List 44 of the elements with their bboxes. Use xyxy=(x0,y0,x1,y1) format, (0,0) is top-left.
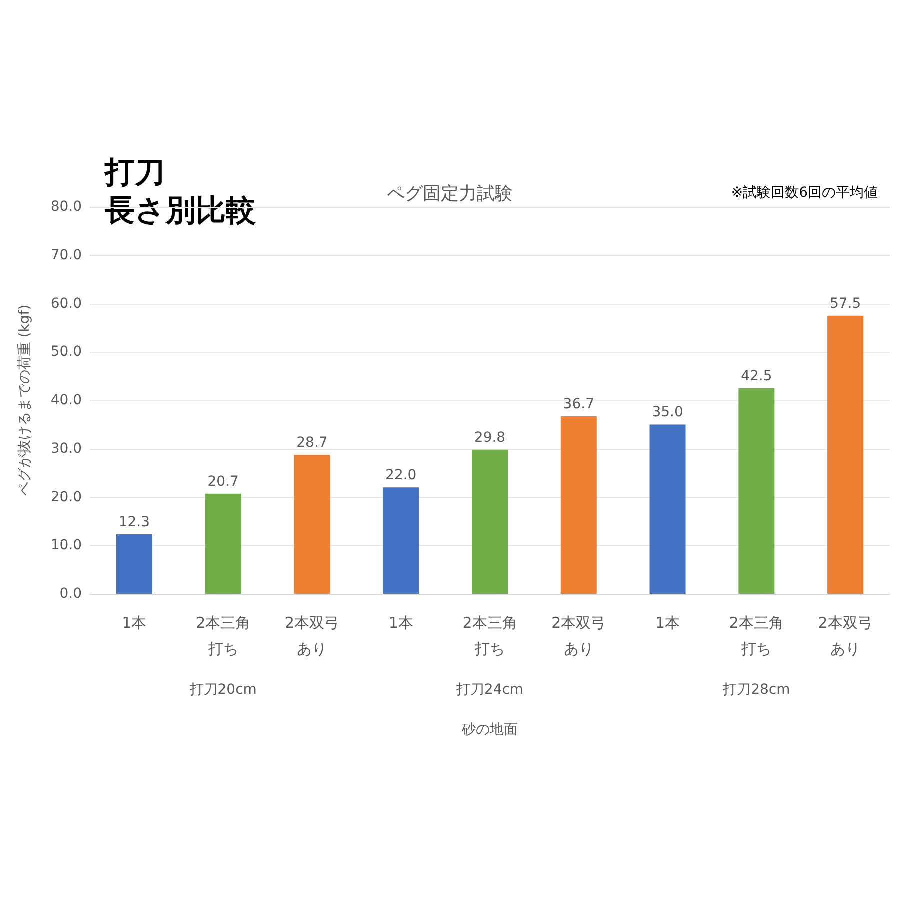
x-tick-label: 1本 xyxy=(656,614,680,632)
x-tick-label: 2本三角打ち xyxy=(462,614,518,658)
x-tick-label: 2本三角打ち xyxy=(196,614,251,658)
x-tick-label: 1本 xyxy=(122,614,147,632)
text: 打刀28cm xyxy=(722,682,790,698)
data-label: 42.5 xyxy=(741,368,772,384)
y-tick-label: 60.0 xyxy=(50,296,82,312)
y-tick-label: 50.0 xyxy=(50,344,82,360)
data-label: 35.0 xyxy=(652,404,684,421)
data-label: 20.7 xyxy=(208,474,239,490)
bar xyxy=(828,316,864,594)
text: ※試験回数6回の平均値 xyxy=(731,185,878,201)
x-tick-label: 2本双弓あり xyxy=(284,614,340,658)
bar xyxy=(116,534,152,594)
y-tick-label: 30.0 xyxy=(50,440,82,457)
y-tick-label: 70.0 xyxy=(50,247,82,264)
x-tick-label: 1本 xyxy=(388,614,414,632)
y-tick-label: 0.0 xyxy=(60,586,82,602)
y-tick-label: 10.0 xyxy=(50,538,82,554)
text: 打刀20cm xyxy=(188,682,257,698)
bar xyxy=(738,388,775,594)
x-axis-title: 砂の地面 xyxy=(461,722,518,738)
x-tick-label: 2本双弓あり xyxy=(818,614,873,658)
bar xyxy=(383,488,420,594)
data-label: 22.0 xyxy=(386,468,417,484)
data-label: 36.7 xyxy=(563,396,594,412)
text: 打刀24cm xyxy=(455,682,524,698)
y-tick-label: 40.0 xyxy=(50,392,82,408)
data-label: 12.3 xyxy=(118,514,150,530)
data-label: 57.5 xyxy=(830,296,862,312)
bar xyxy=(560,416,597,594)
data-label: 28.7 xyxy=(296,435,328,452)
chart-title: ペグ固定力試験 xyxy=(387,184,513,204)
bar xyxy=(650,424,686,594)
x-tick-label: 2本双弓あり xyxy=(552,614,606,658)
y-axis-title: ペグが抜けるまでの荷重 (kgf) xyxy=(17,304,33,496)
bar xyxy=(294,455,330,594)
data-label: 29.8 xyxy=(474,430,506,446)
text: 打刀 xyxy=(103,156,165,190)
bar xyxy=(472,450,508,594)
bar xyxy=(205,494,242,594)
x-tick-label: 2本三角打ち xyxy=(729,614,784,658)
y-tick-label: 80.0 xyxy=(50,199,82,215)
y-tick-label: 20.0 xyxy=(50,489,82,506)
